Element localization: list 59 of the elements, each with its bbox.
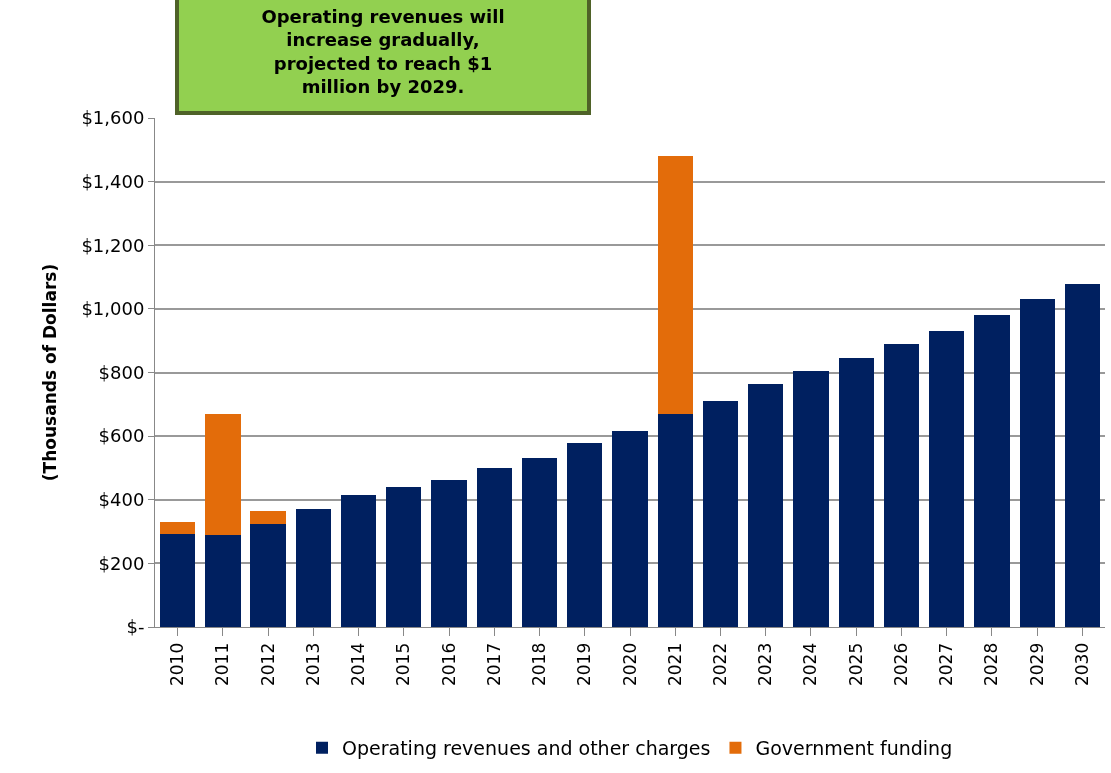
y-tick-label: $400 — [98, 489, 145, 511]
bar — [205, 414, 241, 535]
bar — [929, 330, 965, 627]
x-tick-label: 2011 — [212, 642, 233, 687]
x-tick-label: 2013 — [302, 642, 323, 687]
bar — [431, 479, 467, 627]
x-tick-label: 2010 — [167, 642, 188, 687]
bar — [793, 370, 829, 627]
x-tick-label: 2018 — [529, 642, 550, 687]
bar — [295, 508, 331, 627]
y-tick-label: $1,000 — [81, 298, 145, 320]
bar — [748, 384, 784, 627]
x-tick-label: 2023 — [755, 642, 776, 687]
x-tick-label: 2025 — [845, 642, 866, 687]
y-tick-label: $800 — [98, 361, 145, 383]
x-tick-label: 2019 — [574, 642, 595, 687]
bar — [612, 431, 648, 627]
x-tick-label: 2024 — [800, 642, 821, 687]
x-tick-label: 2027 — [936, 642, 957, 687]
bar — [159, 521, 196, 534]
bar — [521, 457, 558, 627]
y-tick-label: $1,200 — [81, 234, 145, 256]
bar — [250, 511, 286, 524]
bar — [205, 534, 241, 627]
legend-label: Government funding — [755, 737, 953, 760]
bar — [476, 467, 512, 627]
x-tick-label: 2028 — [981, 642, 1002, 687]
bar — [250, 523, 286, 627]
text: Operating revenues will increase gradually, projected to reach $1 million by 2029. — [261, 6, 505, 98]
y-tick-label: $- — [126, 616, 145, 638]
bar — [340, 495, 377, 627]
bar — [159, 533, 196, 627]
bar — [386, 487, 422, 627]
bar — [838, 357, 874, 627]
bar — [974, 315, 1010, 627]
x-tick-label: 2020 — [619, 642, 640, 687]
y-tick-label: $600 — [98, 425, 145, 447]
x-tick-label: 2029 — [1026, 642, 1047, 687]
bar — [883, 344, 920, 627]
bar — [1064, 283, 1101, 627]
x-tick-label: 2016 — [438, 642, 459, 687]
y-axis-title: (Thousands of Dollars) — [39, 263, 60, 482]
bar — [657, 155, 693, 415]
x-tick-label: 2030 — [1071, 642, 1092, 687]
legend-label: Operating revenues and other charges — [342, 737, 711, 760]
bar — [567, 442, 603, 627]
x-tick-label: 2012 — [257, 642, 278, 687]
x-tick-label: 2022 — [710, 642, 731, 687]
x-tick-label: 2014 — [348, 642, 369, 687]
x-tick-label: 2026 — [890, 642, 911, 687]
bar — [657, 414, 693, 627]
bar — [702, 400, 739, 627]
x-tick-label: 2017 — [483, 642, 504, 687]
x-tick-label: 2021 — [664, 642, 685, 687]
y-tick-label: $1,600 — [81, 107, 145, 129]
y-tick-label: $200 — [98, 552, 145, 574]
x-tick-label: 2015 — [393, 642, 414, 687]
bar — [1019, 299, 1055, 627]
y-tick-label: $1,400 — [81, 170, 145, 192]
